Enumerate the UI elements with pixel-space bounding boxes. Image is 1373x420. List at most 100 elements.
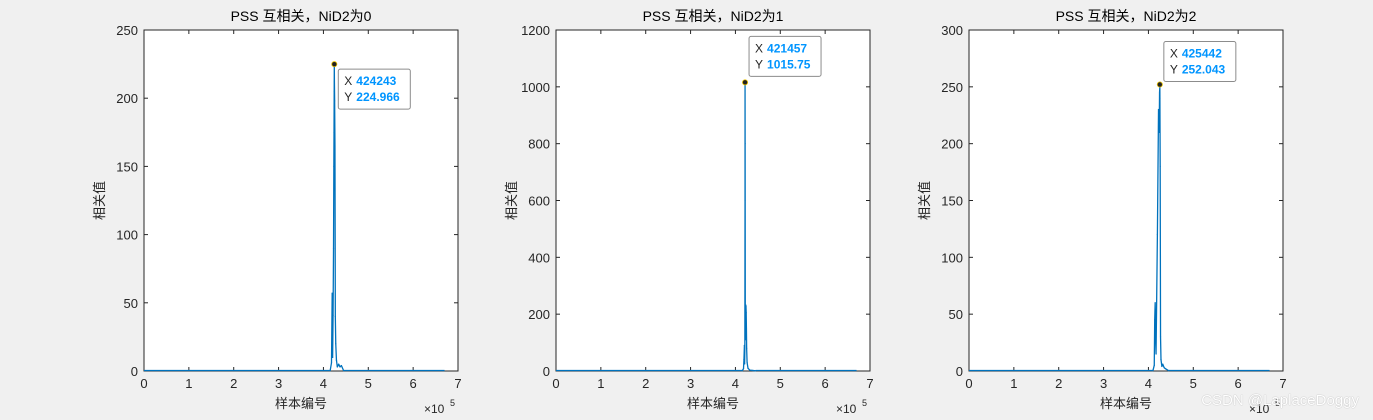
subplot-1: 0 1 2 3 4 5 6 7 0 50 100 150 200 250 PSS 互相关，NiD2为0 样本编… (92, 8, 462, 416)
data-point (336, 366, 338, 368)
x-exponent-base: ×10 (1249, 402, 1270, 415)
data-point (746, 347, 748, 349)
data-point (1156, 234, 1158, 236)
datatip-marker[interactable] (331, 61, 338, 68)
y-tick-label: 150 (116, 159, 138, 174)
datatip-x-value: 421457 (767, 41, 807, 55)
data-point (339, 366, 341, 368)
x-tick-label: 6 (410, 376, 417, 391)
chart-title: PSS 互相关，NiD2为0 (231, 8, 372, 24)
datatip-y-label: Y (755, 57, 763, 71)
datatip-x-value: 424243 (356, 74, 396, 88)
data-point (1162, 363, 1164, 365)
x-tick-label: 0 (552, 376, 559, 391)
data-point (1168, 370, 1170, 372)
data-point (741, 370, 743, 372)
x-tick-label: 1 (1010, 376, 1017, 391)
y-axis-label: 相关值 (917, 181, 932, 220)
x-exponent-base: ×10 (836, 402, 857, 415)
data-point (332, 314, 334, 316)
datatip-x-label: X (344, 74, 352, 88)
datatip-marker[interactable] (1156, 81, 1163, 88)
y-tick-label: 0 (131, 364, 138, 379)
x-tick-label: 1 (597, 376, 604, 391)
data-point (744, 363, 746, 365)
data-point (343, 369, 345, 372)
subplot-2: 0 1 2 3 4 5 6 7 0 200 400 600 800 1000 1200 PSS 互相关，NiD… (504, 8, 874, 416)
x-tick-label: 7 (1279, 376, 1286, 391)
y-tick-label: 200 (528, 307, 550, 322)
data-point (746, 361, 748, 364)
y-tick-label: 250 (116, 23, 138, 38)
y-tick-label: 200 (116, 91, 138, 106)
x-tick-label: 5 (777, 376, 784, 391)
data-point (1159, 336, 1162, 338)
x-tick-label: 0 (965, 376, 972, 391)
x-exponent-power: 5 (450, 398, 455, 408)
data-point (745, 327, 748, 329)
y-tick-label: 800 (528, 137, 550, 152)
x-axis-label: 样本编号 (275, 396, 327, 411)
data-point (1164, 368, 1167, 370)
data-point (1154, 319, 1156, 321)
data-point (1159, 165, 1161, 167)
data-point (333, 90, 335, 92)
x-tick-label: 7 (866, 376, 873, 391)
data-point (332, 356, 334, 358)
data-point (1157, 108, 1160, 111)
data-point (1155, 336, 1157, 338)
x-tick-label: 4 (732, 376, 739, 391)
data-point (1159, 97, 1161, 99)
data-point (744, 319, 747, 321)
datatip-box[interactable] (748, 35, 822, 77)
x-tick-label: 5 (365, 376, 372, 391)
data-point (744, 347, 746, 349)
data-point (755, 370, 757, 372)
chart-title: PSS 互相关，NiD2为1 (643, 8, 784, 24)
y-tick-label: 150 (941, 194, 963, 209)
data-point (340, 364, 342, 367)
data-point (334, 145, 336, 147)
x-tick-label: 2 (230, 376, 237, 391)
x-tick-label: 2 (1055, 376, 1062, 391)
datatip-box[interactable] (337, 68, 411, 110)
y-axis-label: 相关值 (504, 181, 519, 220)
y-tick-label: 50 (949, 307, 963, 322)
data-point (329, 369, 331, 372)
datatip-box[interactable] (1163, 41, 1237, 83)
data-point (1158, 91, 1161, 94)
x-tick-label: 2 (642, 376, 649, 391)
data-point (744, 339, 746, 341)
datatip-y-value: 224.966 (356, 90, 400, 104)
data-point (745, 305, 747, 307)
y-tick-label: 250 (941, 80, 963, 95)
datatip[interactable]: X 424243 Y 224.966 (337, 68, 411, 110)
plot-area (143, 29, 459, 372)
data-point (330, 362, 333, 364)
data-point (1155, 353, 1157, 355)
data-point (1158, 131, 1160, 133)
data-point (749, 369, 751, 371)
data-point (1152, 370, 1154, 372)
x-exponent-base: ×10 (424, 402, 445, 415)
y-tick-label: 100 (116, 228, 138, 243)
subplot-3: 0 1 2 3 4 5 6 7 0 50 100 150 200 250 300 PSS 互相关，NiD2为2… (917, 8, 1287, 416)
y-tick-label: 0 (956, 364, 963, 379)
plot-area (968, 29, 1284, 372)
data-point (335, 343, 337, 345)
datatip-y-value: 1015.75 (767, 57, 811, 71)
datatip-marker[interactable] (742, 79, 749, 86)
datatip[interactable]: X 421457 Y 1015.75 (748, 35, 822, 77)
datatip[interactable]: X 425442 Y 252.043 (1163, 41, 1237, 83)
x-exponent-power: 5 (862, 398, 867, 408)
x-tick-label: 6 (822, 376, 829, 391)
x-tick-label: 3 (1100, 376, 1107, 391)
y-tick-label: 600 (528, 194, 550, 209)
data-point (743, 359, 745, 361)
datatip-y-value: 252.043 (1182, 63, 1226, 77)
x-tick-label: 1 (185, 376, 192, 391)
data-point (333, 131, 335, 133)
x-axis-label: 样本编号 (687, 396, 739, 411)
data-point (742, 368, 745, 370)
